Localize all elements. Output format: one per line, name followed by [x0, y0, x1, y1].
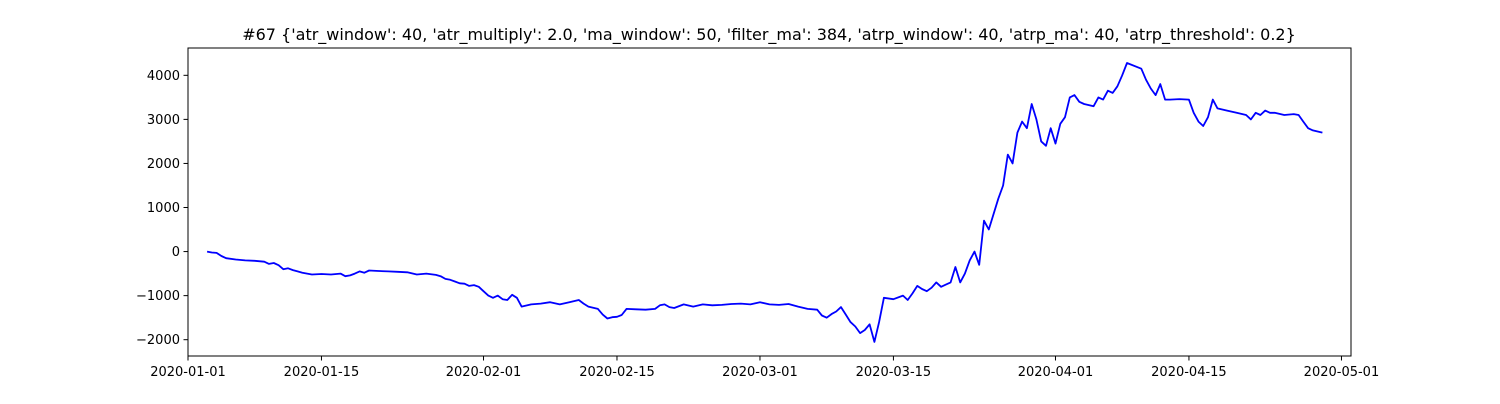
x-tick-label: 2020-01-01 [150, 365, 226, 380]
y-tick-label: −1000 [136, 289, 180, 304]
x-axis: 2020-01-01 2020-01-15 2020-02-01 2020-02-15… [150, 356, 1379, 380]
plot-area [187, 47, 1352, 357]
series-layer [206, 62, 1323, 343]
x-tick-label: 2020-01-15 [284, 365, 360, 380]
y-tick-label: 0 [172, 245, 180, 260]
x-tick-label: 2020-03-15 [856, 365, 932, 380]
x-tick-label: 2020-03-01 [722, 365, 798, 380]
y-tick-label: 3000 [147, 113, 180, 128]
x-tick-label: 2020-05-01 [1304, 365, 1380, 380]
y-tick-label: −2000 [136, 333, 180, 348]
series-line-0 [206, 62, 1323, 343]
y-tick-label: 4000 [147, 69, 180, 84]
plot-frame [187, 47, 1352, 357]
x-tick-label: 2020-04-01 [1018, 365, 1094, 380]
x-tick-label: 2020-04-15 [1151, 365, 1227, 380]
y-tick-label: 2000 [147, 157, 180, 172]
y-axis: −2000 −1000 0 1000 2000 3000 4000 [136, 69, 188, 348]
x-tick-label: 2020-02-15 [579, 365, 655, 380]
chart-title: #67 {'atr_window': 40, 'atr_multiply': 2… [242, 25, 1296, 45]
y-tick-label: 1000 [147, 201, 180, 216]
plot-background [188, 48, 1351, 356]
x-tick-label: 2020-02-01 [446, 365, 522, 380]
